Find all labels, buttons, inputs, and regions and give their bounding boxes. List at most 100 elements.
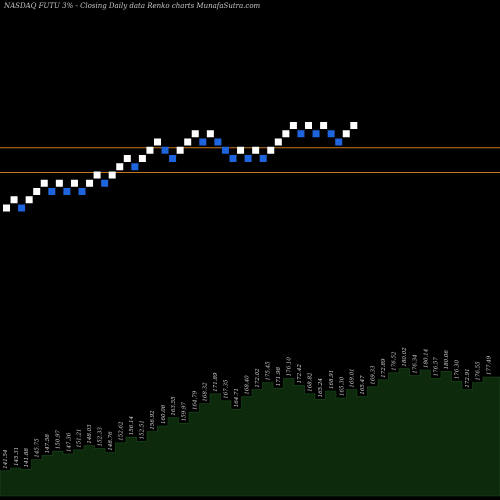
- volume-label: 168.82: [308, 372, 314, 392]
- volume-label: 165.30: [339, 376, 345, 396]
- renko-brick-down: [48, 188, 56, 195]
- volume-label: 168.32: [203, 382, 209, 402]
- volume-label: 164.79: [192, 390, 198, 410]
- renko-brick-up: [350, 122, 358, 129]
- renko-brick-down: [161, 146, 169, 154]
- volume-label: 145.75: [35, 438, 41, 458]
- renko-brick-up: [282, 130, 290, 138]
- renko-brick-up: [138, 155, 146, 162]
- renko-brick-up: [25, 196, 33, 204]
- volume-label: 159.97: [182, 401, 188, 421]
- renko-brick-up: [320, 122, 328, 129]
- volume-label: 176.10: [287, 357, 293, 377]
- volume-label: 172.91: [465, 368, 471, 387]
- renko-brick-up: [252, 146, 260, 154]
- volume-label: 147.36: [66, 432, 72, 452]
- renko-brick-down: [131, 163, 139, 171]
- volume-label: 176.57: [434, 357, 440, 377]
- volume-label: 147.58: [45, 434, 51, 454]
- renko-brick-up: [10, 196, 18, 204]
- volume-label: 148.03: [87, 424, 93, 444]
- volume-label: 167.35: [224, 379, 230, 399]
- renko-brick-up: [184, 138, 192, 146]
- volume-label: 152.62: [119, 421, 125, 441]
- renko-brick-up: [3, 204, 10, 212]
- volume-label: 176.34: [413, 354, 419, 374]
- renko-brick-down: [169, 155, 177, 162]
- renko-brick-up: [70, 179, 78, 187]
- volume-label: 176.52: [392, 351, 398, 371]
- volume-label: 172.42: [297, 364, 303, 384]
- renko-brick-down: [78, 188, 86, 195]
- volume-label: 171.98: [276, 366, 282, 386]
- volume-label: 168.40: [245, 375, 251, 395]
- volume-label: 180.02: [402, 347, 408, 367]
- volume-label: 160.06: [161, 404, 167, 424]
- renko-brick-down: [327, 130, 335, 138]
- renko-brick-down: [335, 138, 343, 146]
- renko-brick-up: [123, 155, 131, 162]
- renko-brick-up: [305, 122, 312, 129]
- volume-label: 169.33: [371, 365, 377, 385]
- renko-brick-up: [176, 146, 184, 154]
- volume-label: 148.76: [108, 431, 114, 451]
- renko-brick-up: [267, 146, 275, 154]
- renko-brick-down: [221, 146, 229, 154]
- volume-label: 172.89: [381, 358, 387, 378]
- volume-label: 165.24: [318, 378, 324, 398]
- renko-brick-up: [40, 179, 48, 187]
- volume-label: 150.97: [56, 429, 62, 449]
- renko-brick-up: [206, 130, 214, 138]
- volume-label: 163.55: [171, 396, 177, 416]
- renko-brick-up: [289, 122, 297, 129]
- renko-brick-up: [191, 130, 199, 138]
- volume-label: 180.06: [444, 350, 450, 370]
- renko-brick-down: [101, 179, 109, 187]
- volume-label: 180.14: [423, 348, 429, 368]
- volume-label: 168.91: [329, 370, 335, 389]
- volume-label: 177.49: [486, 355, 492, 375]
- support-lines: [0, 147, 500, 174]
- volume-label: 175.45: [266, 361, 272, 381]
- volume-label: 141.88: [24, 448, 30, 468]
- renko-brick-up: [108, 171, 116, 179]
- volume-label: 169.01: [350, 368, 356, 387]
- volume-label: 156.92: [150, 410, 156, 430]
- renko-brick-down: [214, 138, 222, 146]
- volume-label: 141.54: [3, 449, 9, 469]
- renko-brick-up: [55, 179, 63, 187]
- renko-brick-up: [116, 163, 124, 171]
- volume-area: [0, 368, 500, 497]
- volume-label: 171.89: [213, 372, 219, 392]
- volume-label: 152.33: [98, 427, 104, 447]
- renko-brick-up: [146, 146, 154, 154]
- renko-brick-down: [297, 130, 305, 138]
- chart-title: NASDAQ FUTU 3% - Closing Daily data Renk…: [3, 2, 261, 10]
- volume-label: 164.71: [234, 388, 240, 407]
- renko-brick-up: [342, 130, 350, 138]
- renko-brick-down: [199, 138, 207, 146]
- volume-label: 156.14: [129, 415, 135, 435]
- renko-brick-down: [18, 204, 26, 212]
- volume-area-path: [0, 368, 500, 497]
- volume-label: 152.51: [140, 420, 146, 439]
- volume-label: 176.55: [476, 361, 482, 381]
- renko-brick-down: [229, 155, 237, 162]
- renko-brick-down: [312, 130, 320, 138]
- renko-brick-up: [274, 138, 282, 146]
- renko-brick-down: [259, 155, 267, 162]
- renko-brick-up: [33, 188, 41, 195]
- volume-labels: 141.54 145.31 141.88 145.75 147.58 150.97 147.…: [3, 347, 492, 469]
- renko-brick-down: [63, 188, 71, 195]
- renko-brick-down: [244, 155, 252, 162]
- volume-label: 176.30: [455, 359, 461, 379]
- volume-label: 151.21: [77, 429, 83, 448]
- renko-bricks: [3, 122, 358, 212]
- renko-brick-up: [237, 146, 245, 154]
- renko-brick-up: [154, 138, 161, 146]
- volume-label: 145.31: [14, 447, 20, 466]
- renko-brick-up: [86, 179, 94, 187]
- renko-brick-up: [93, 171, 101, 179]
- volume-label: 172.02: [255, 368, 261, 388]
